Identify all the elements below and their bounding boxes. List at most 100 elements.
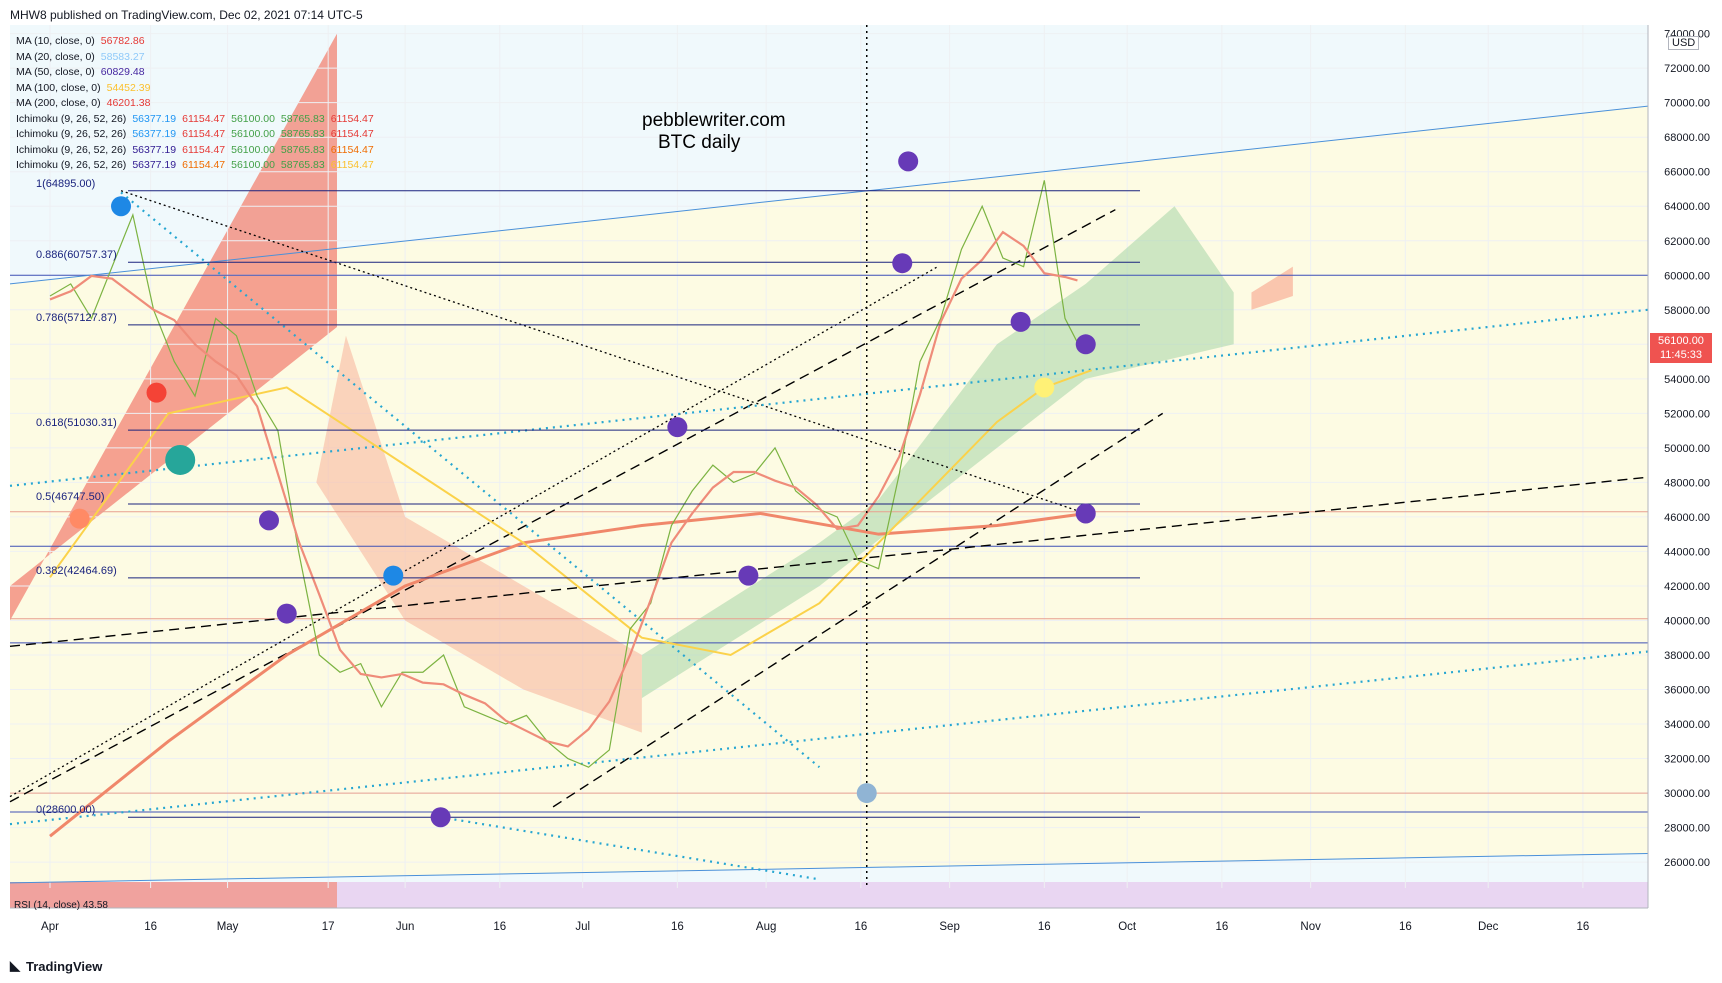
legend-row: MA (100, close, 0) 54452.39 bbox=[16, 81, 380, 97]
upper-channel-line bbox=[9, 105, 1649, 285]
legend-row: MA (10, close, 0) 56782.86 bbox=[16, 34, 380, 50]
cyan-dotted-trend-4 bbox=[440, 816, 820, 881]
legend-value: 56377.19 bbox=[132, 128, 177, 140]
price-tick-label: 42000.00 bbox=[1664, 581, 1710, 593]
ma-200-line bbox=[49, 511, 1086, 838]
legend-row: Ichimoku (9, 26, 52, 26) 56377.19 61154.47… bbox=[16, 127, 380, 143]
time-tick-label: 16 bbox=[854, 921, 867, 933]
time-tick-label: 16 bbox=[493, 921, 506, 933]
marker-dot bbox=[165, 444, 196, 475]
chart-watermark: pebblewriter.com BTC daily bbox=[642, 110, 786, 154]
legend-row: MA (50, close, 0) 60829.48 bbox=[16, 65, 380, 81]
marker-dot bbox=[1010, 311, 1031, 332]
legend-value: 61154.47 bbox=[330, 112, 374, 125]
cyan-dotted-trend-2 bbox=[9, 650, 1649, 826]
legend-value: 58765.83 bbox=[280, 128, 325, 140]
legend-value: 56377.19 bbox=[132, 159, 177, 171]
price-tick-label: 52000.00 bbox=[1664, 408, 1710, 420]
time-tick-label: Nov bbox=[1300, 921, 1321, 933]
currency-label: USD bbox=[1668, 36, 1700, 50]
price-tick-label: 64000.00 bbox=[1664, 201, 1710, 213]
watermark-title: BTC daily bbox=[658, 132, 741, 153]
price-tick-label: 34000.00 bbox=[1664, 719, 1710, 731]
fib-level-label: 0(28600.00) bbox=[36, 804, 95, 816]
legend-row: Ichimoku (9, 26, 52, 26) 56377.19 61154.47… bbox=[16, 143, 380, 159]
price-axis-background bbox=[1648, 0, 1722, 983]
footer-brand: ◣ TradingView bbox=[10, 958, 102, 974]
time-tick-label: 16 bbox=[144, 921, 157, 933]
last-price-tag: 56100.00 11:45:33 bbox=[1650, 333, 1712, 363]
fib-level-label: 0.786(57127.87) bbox=[36, 312, 117, 324]
legend-row: Ichimoku (9, 26, 52, 26) 56377.19 61154.47… bbox=[16, 158, 380, 174]
legend-value: 54452.39 bbox=[106, 81, 151, 94]
marker-dot bbox=[383, 565, 404, 586]
marker-dot bbox=[667, 417, 688, 438]
legend-value: 58765.83 bbox=[280, 143, 325, 156]
marker-dot bbox=[898, 151, 919, 172]
time-tick-label: May bbox=[217, 921, 239, 933]
price-tick-label: 68000.00 bbox=[1664, 132, 1710, 144]
red-wedge-fill bbox=[10, 33, 337, 621]
rsi-red-zone bbox=[10, 882, 337, 908]
marker-dot bbox=[258, 510, 279, 531]
legend-indicator-name: MA (50, close, 0) bbox=[16, 66, 95, 78]
legend-value: 58765.83 bbox=[280, 112, 325, 125]
legend-value: 61154.47 bbox=[182, 112, 226, 125]
time-tick-label: 17 bbox=[322, 921, 335, 933]
price-tick-label: 50000.00 bbox=[1664, 443, 1710, 455]
marker-dot bbox=[738, 565, 759, 586]
legend-indicator-name: Ichimoku (9, 26, 52, 26) bbox=[16, 128, 127, 140]
price-tick-label: 48000.00 bbox=[1664, 477, 1710, 489]
footer-brand-text: TradingView bbox=[26, 958, 103, 974]
time-tick-label: Apr bbox=[41, 921, 59, 933]
legend-row: MA (200, close, 0) 46201.38 bbox=[16, 96, 380, 112]
legend-indicator-name: MA (200, close, 0) bbox=[16, 97, 101, 109]
legend-value: 56100.00 bbox=[231, 112, 275, 125]
dotted-uptrend-line bbox=[9, 266, 939, 798]
price-tick-label: 40000.00 bbox=[1664, 615, 1710, 627]
marker-dot bbox=[1075, 503, 1096, 524]
dashed-trend-line-2 bbox=[9, 209, 1116, 803]
ma-100-line bbox=[49, 369, 1093, 657]
legend-value: 61154.47 bbox=[182, 159, 226, 171]
legend-value: 61154.47 bbox=[330, 128, 374, 140]
fib-level-label: 1(64895.00) bbox=[36, 178, 95, 190]
indicator-legend: MA (10, close, 0) 56782.86 MA (20, close, … bbox=[16, 34, 380, 174]
legend-indicator-name: MA (10, close, 0) bbox=[16, 35, 95, 47]
legend-value: 56100.00 bbox=[231, 143, 275, 156]
price-tick-label: 26000.00 bbox=[1664, 857, 1710, 869]
bar-countdown: 11:45:33 bbox=[1659, 349, 1702, 361]
legend-row: MA (20, close, 0) 58583.27 bbox=[16, 50, 380, 66]
legend-value: 61154.47 bbox=[330, 143, 374, 156]
legend-value: 58583.27 bbox=[100, 50, 145, 63]
dashed-trend-line-3 bbox=[552, 412, 1164, 808]
price-tick-label: 38000.00 bbox=[1664, 650, 1710, 662]
price-tick-label: 46000.00 bbox=[1664, 512, 1710, 524]
marker-dot bbox=[1075, 334, 1096, 355]
legend-indicator-name: MA (100, close, 0) bbox=[16, 81, 101, 94]
time-tick-label: Oct bbox=[1118, 921, 1137, 933]
marker-dot bbox=[856, 783, 877, 804]
lower-channel-line bbox=[9, 852, 1649, 884]
marker-dot bbox=[146, 382, 167, 403]
legend-value: 58765.83 bbox=[280, 159, 325, 171]
time-tick-label: Jul bbox=[575, 921, 590, 933]
price-tick-label: 58000.00 bbox=[1664, 305, 1710, 317]
rsi-label: RSI (14, close) 43.58 bbox=[14, 900, 108, 911]
price-tick-label: 30000.00 bbox=[1664, 788, 1710, 800]
marker-dot bbox=[69, 508, 90, 529]
marker-dot bbox=[111, 196, 132, 217]
marker-dot bbox=[430, 807, 451, 828]
legend-value: 61154.47 bbox=[330, 159, 374, 171]
legend-value: 56377.19 bbox=[132, 143, 177, 156]
price-tick-label: 54000.00 bbox=[1664, 374, 1710, 386]
time-tick-label: Sep bbox=[939, 921, 959, 933]
price-tick-label: 36000.00 bbox=[1664, 685, 1710, 697]
price-tick-label: 32000.00 bbox=[1664, 754, 1710, 766]
price-tick-label: 66000.00 bbox=[1664, 167, 1710, 179]
legend-value: 56782.86 bbox=[100, 35, 145, 47]
channel-fill bbox=[10, 106, 1648, 883]
legend-indicator-name: Ichimoku (9, 26, 52, 26) bbox=[16, 159, 127, 171]
ichimoku-cloud-future bbox=[1251, 266, 1293, 310]
